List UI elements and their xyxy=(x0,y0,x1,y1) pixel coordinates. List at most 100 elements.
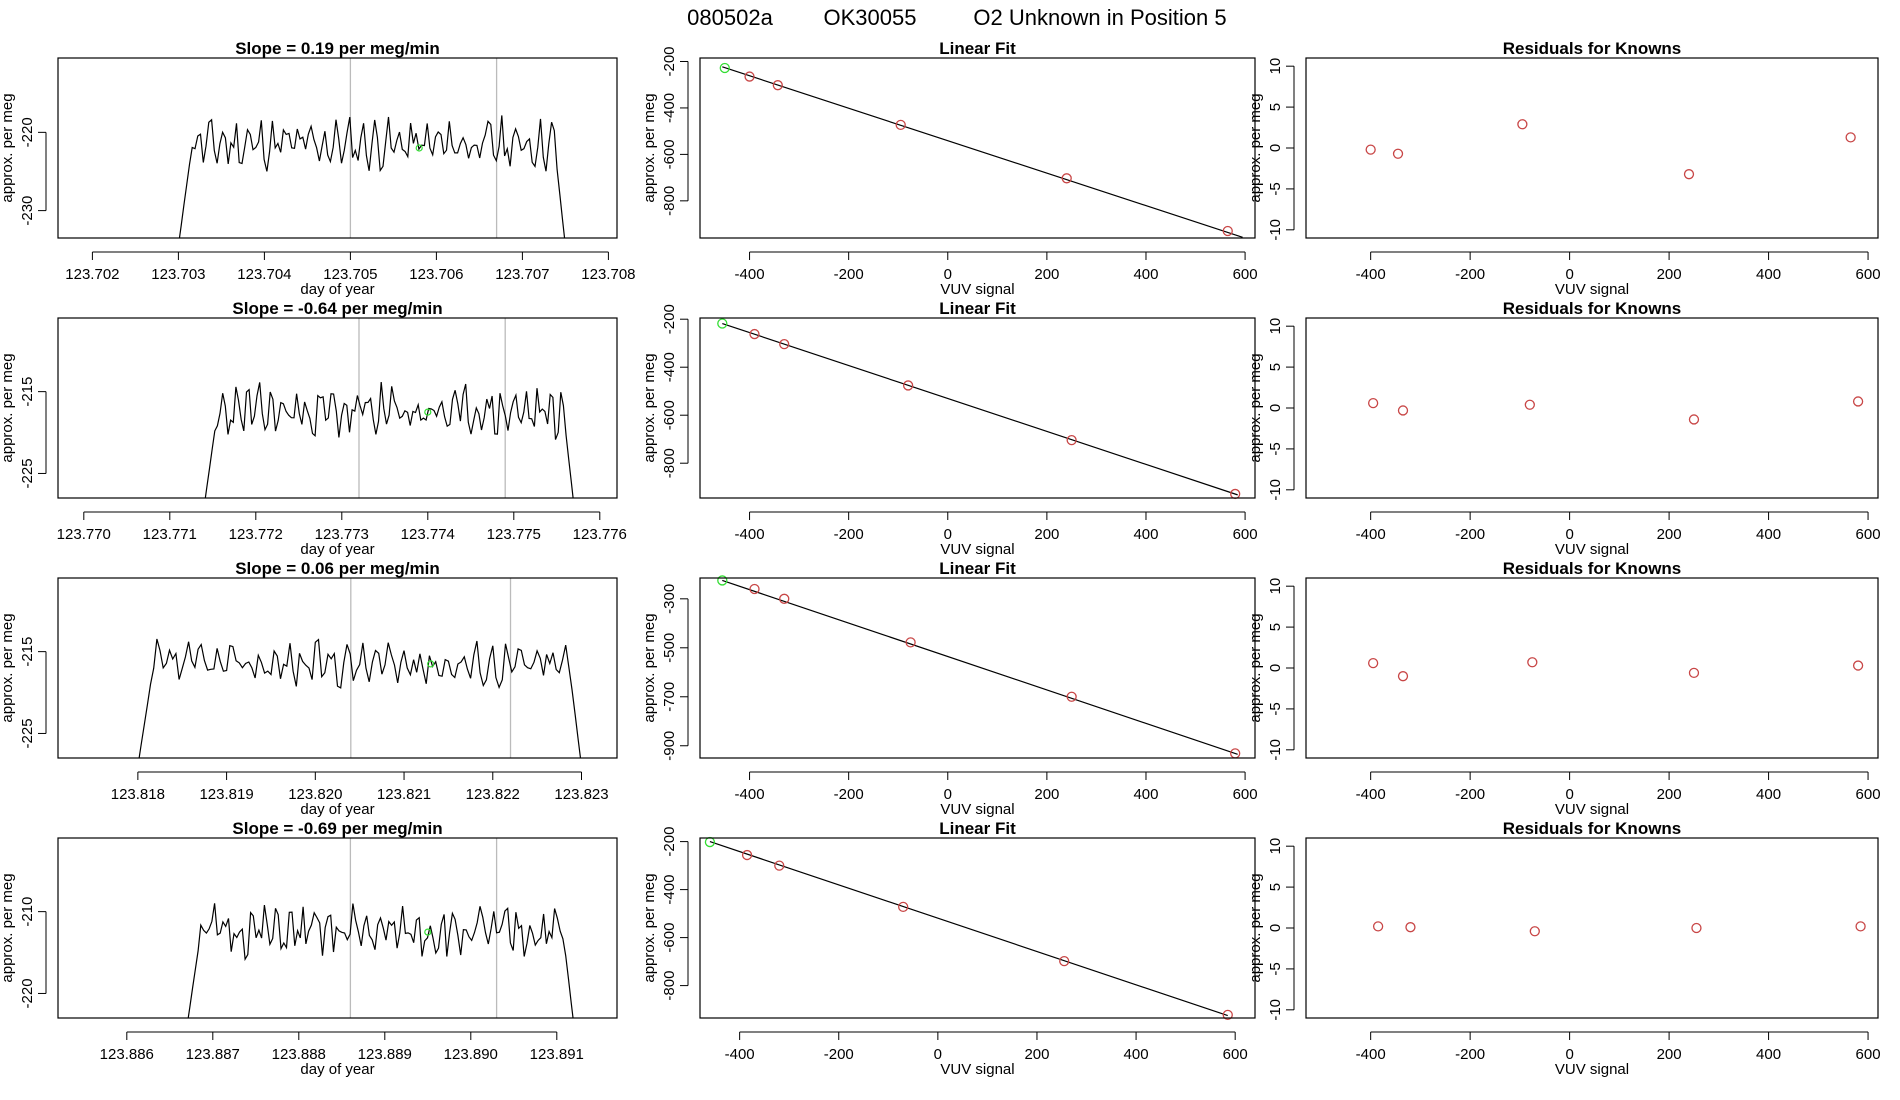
x-tick-label: 0 xyxy=(944,786,952,803)
y-tick-label: -300 xyxy=(661,584,678,614)
y-axis-label: approx. per meg xyxy=(641,873,658,982)
x-tick-label: 123.771 xyxy=(143,526,197,543)
x-axis-label: VUV signal xyxy=(940,541,1014,558)
panel-title: Slope = -0.69 per meg/min xyxy=(232,819,442,838)
x-tick-label: 400 xyxy=(1133,786,1158,803)
known-point xyxy=(902,380,914,391)
x-axis-label: VUV signal xyxy=(1555,541,1629,558)
x-tick-label: 123.704 xyxy=(237,266,291,283)
unknown-marker xyxy=(427,660,435,668)
known-point xyxy=(898,901,909,913)
x-tick-label: -200 xyxy=(1455,526,1485,543)
x-axis-label: day of year xyxy=(300,281,374,298)
y-tick-label: -215 xyxy=(19,637,36,667)
x-tick-label: 400 xyxy=(1124,1046,1149,1063)
y-tick-label: -600 xyxy=(661,923,678,953)
known-point xyxy=(772,80,783,91)
x-tick-label: -200 xyxy=(1455,1046,1485,1063)
plot-frame xyxy=(57,57,618,239)
y-tick-label: -200 xyxy=(661,827,678,857)
x-tick-label: 123.775 xyxy=(487,526,541,543)
plot-frame xyxy=(1305,57,1879,239)
plot-frame xyxy=(57,577,618,759)
x-tick-label: 600 xyxy=(1856,786,1881,803)
x-tick-label: 123.774 xyxy=(401,526,455,543)
x-axis-label: VUV signal xyxy=(1555,801,1629,818)
x-tick-label: 123.708 xyxy=(581,266,635,283)
panel-1: 123.702 123.703 123.704 123.705 123.706 123.7… xyxy=(0,39,636,298)
known-point xyxy=(1855,921,1866,932)
x-tick-label: -200 xyxy=(834,526,864,543)
x-tick-label: 123.703 xyxy=(151,266,205,283)
panel-9: -400 -200 0 200 400 600 10 5 0 -5 -10 Residuals for… xyxy=(1247,559,1881,818)
fit-line xyxy=(722,66,1243,238)
known-point xyxy=(749,328,760,340)
panel-title: Slope = 0.19 per meg/min xyxy=(235,39,440,58)
panel-7: 123.818 123.819 123.820 123.821 123.822 123.8… xyxy=(0,559,618,818)
plot-frame xyxy=(699,317,1256,499)
x-axis-label: VUV signal xyxy=(1555,281,1629,298)
known-point xyxy=(779,593,790,604)
x-tick-label: 123.889 xyxy=(358,1046,412,1063)
y-tick-label: -5 xyxy=(1267,702,1284,715)
x-tick-label: 600 xyxy=(1233,786,1258,803)
x-tick-label: 123.776 xyxy=(573,526,627,543)
x-tick-label: 400 xyxy=(1756,526,1781,543)
panel-10: 123.886 123.887 123.888 123.889 123.890 123.8… xyxy=(0,819,618,1078)
panel-4: 123.770 123.771 123.772 123.773 123.774 123.7… xyxy=(0,299,627,558)
x-tick-label: 200 xyxy=(1657,526,1682,543)
fit-line xyxy=(709,841,1228,1017)
x-tick-label: -200 xyxy=(834,786,864,803)
y-axis-label: approx. per meg xyxy=(641,613,658,722)
y-tick-label: 5 xyxy=(1267,103,1284,111)
y-tick-label: -10 xyxy=(1267,219,1284,241)
y-tick-label: -200 xyxy=(661,304,678,334)
y-tick-label: -400 xyxy=(661,352,678,382)
y-tick-label: -220 xyxy=(19,978,36,1008)
x-axis-label: VUV signal xyxy=(1555,1061,1629,1078)
panel-title: Linear Fit xyxy=(939,559,1016,578)
known-point xyxy=(1683,169,1695,180)
x-tick-label: 123.705 xyxy=(323,266,377,283)
x-tick-label: 400 xyxy=(1756,266,1781,283)
panel-title: Slope = 0.06 per meg/min xyxy=(235,559,440,578)
panel-title: Residuals for Knowns xyxy=(1503,39,1682,58)
y-tick-label: -600 xyxy=(661,139,678,169)
x-tick-label: 600 xyxy=(1223,1046,1248,1063)
known-point xyxy=(1066,691,1077,702)
y-tick-label: -900 xyxy=(661,731,678,761)
x-tick-label: -200 xyxy=(1455,266,1485,283)
known-point xyxy=(779,339,790,350)
x-tick-label: -200 xyxy=(1455,786,1485,803)
x-tick-label: 600 xyxy=(1856,1046,1881,1063)
panel-title: Slope = -0.64 per meg/min xyxy=(232,299,442,318)
x-axis-label: VUV signal xyxy=(940,1061,1014,1078)
y-tick-label: -10 xyxy=(1267,999,1284,1021)
y-axis-label: approx. per meg xyxy=(641,353,658,462)
y-tick-label: -600 xyxy=(661,400,678,430)
figure-title-position: O2 Unknown in Position 5 xyxy=(973,5,1226,30)
known-point xyxy=(741,849,753,861)
panel-5: -400 -200 0 200 400 600 -200 -400 -600 -800 Linear… xyxy=(641,299,1258,558)
x-tick-label: 123.707 xyxy=(495,266,549,283)
x-tick-label: 0 xyxy=(1565,266,1573,283)
known-point xyxy=(1367,397,1379,409)
x-tick-label: 123.822 xyxy=(466,786,520,803)
x-tick-label: 0 xyxy=(944,266,952,283)
x-tick-label: -400 xyxy=(1356,526,1386,543)
y-tick-label: -800 xyxy=(661,186,678,216)
known-point xyxy=(1517,119,1528,130)
y-tick-label: -230 xyxy=(19,196,36,226)
known-point xyxy=(1688,414,1700,425)
known-point xyxy=(744,71,755,82)
panel-title: Residuals for Knowns xyxy=(1503,299,1682,318)
known-point xyxy=(1527,657,1538,668)
y-tick-label: -800 xyxy=(661,448,678,478)
unknown-point xyxy=(719,62,730,74)
y-tick-label: -5 xyxy=(1267,962,1284,975)
x-tick-label: 400 xyxy=(1133,266,1158,283)
y-tick-label: 10 xyxy=(1267,318,1284,335)
x-tick-label: 200 xyxy=(1034,526,1059,543)
panel-6: -400 -200 0 200 400 600 10 5 0 -5 -10 Residuals for… xyxy=(1247,299,1881,558)
